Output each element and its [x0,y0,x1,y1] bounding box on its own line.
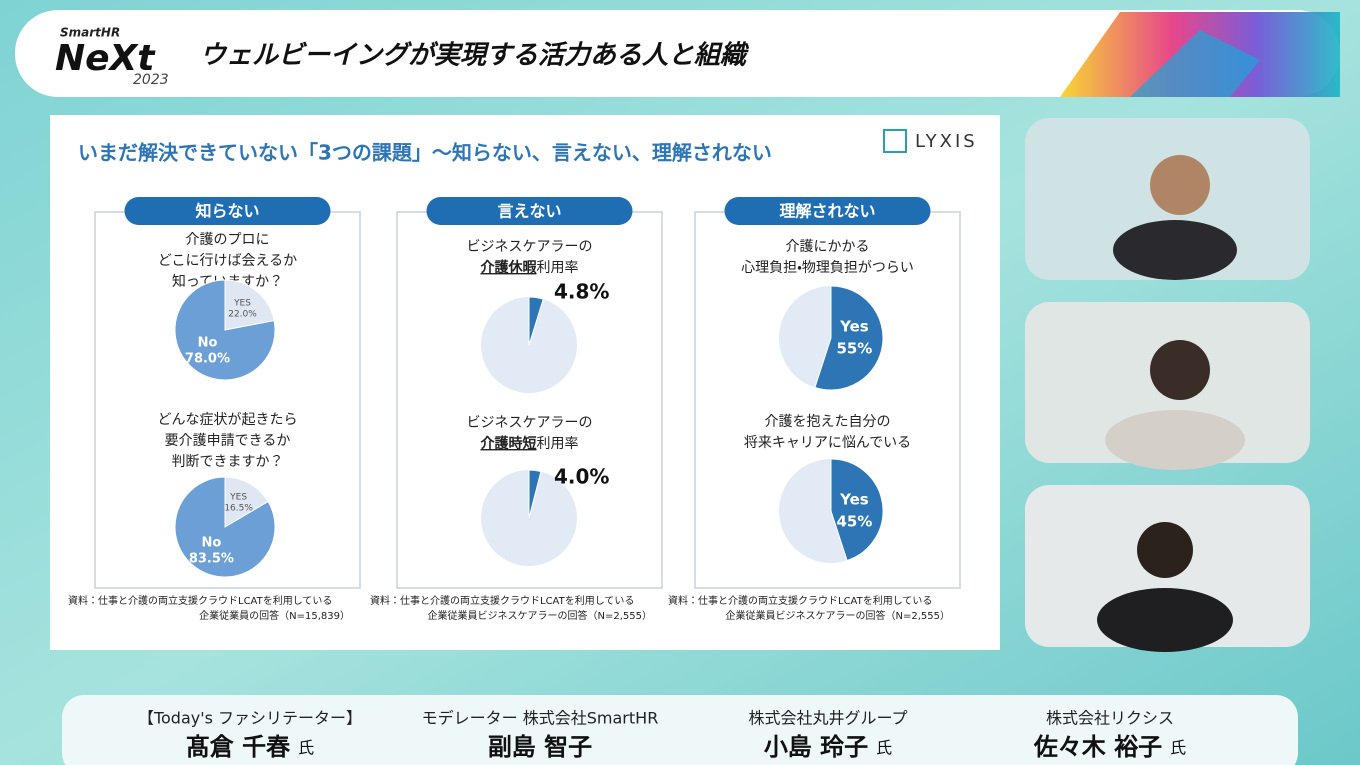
speaker-name: 髙倉 千春氏 [186,733,314,761]
slide-logo: LYXIS [915,131,978,152]
name: 小島 玲子 [764,733,868,761]
question: 介護のプロに [186,232,270,248]
source-note: 資料：仕事と介護の両立支援クラウドLCATを利用している [370,594,634,607]
slice-name: No [201,535,221,550]
slice-name: No [198,336,218,351]
panel-heading: 理解されない [779,202,875,221]
slice-value: 4.8% [554,280,609,304]
slice-value: 4.0% [554,465,609,489]
slice-value: 16.5% [224,504,253,514]
speaker-role: 【Today's ファシリテーター】 [138,709,362,728]
speaker-figure [1097,588,1233,652]
question: 介護を抱えた自分の [765,414,891,430]
honorific: 氏 [1170,738,1186,757]
speaker-figure [1150,340,1210,400]
slice-value: 83.5% [189,551,234,566]
name: 佐々木 裕子 [1033,733,1162,761]
pie-slice [174,279,276,381]
question: 介護時短利用率 [481,435,579,452]
speaker-role: 株式会社丸井グループ [748,709,907,728]
source-note: 企業従業員の回答（N=15,839） [199,609,350,622]
question: どんな症状が起きたら [158,412,298,428]
pie-slice [528,296,544,346]
speaker-role: 株式会社リクシス [1046,709,1174,728]
speaker-role: モデレーター 株式会社SmartHR [422,709,659,728]
speaker-bar [62,695,1298,765]
speaker-name: 副島 智子 [488,733,592,761]
question: どこに行けば会えるか [158,253,297,269]
slice-name: Yes [839,491,869,509]
honorific: 氏 [876,738,892,757]
panel-heading: 言えない [497,202,561,221]
pie-slice [224,279,275,331]
panel-heading-pill [426,197,633,225]
question-emphasis: 介護時短 [481,435,537,452]
pie-slice [830,458,884,562]
question: ビジネスケアラーの [467,415,593,431]
slice-value: 55% [836,340,872,358]
name: 副島 智子 [488,733,592,761]
pie-slice [528,469,542,519]
question: 介護休暇利用率 [481,259,579,276]
source-note: 企業従業員ビジネスケアラーの回答（N=2,555） [428,609,653,622]
speaker-figure [1113,220,1237,280]
source-note: 資料：仕事と介護の両立支援クラウドLCATを利用している [68,594,332,607]
slide-title: いまだ解決できていない「3つの課題」〜知らない、言えない、理解されない [78,141,772,165]
slice-value: 78.0% [185,352,230,367]
header-decoration [1130,30,1260,97]
header-bar [15,10,1340,97]
question: 判断できますか？ [172,454,284,470]
speaker-name: 佐々木 裕子氏 [1033,733,1186,761]
question-suffix: 利用率 [537,260,579,276]
question: 心理負担・物理負担がつらい [741,260,914,276]
pie-slice [814,285,884,391]
header-title: ウェルビーイングが実現する活力ある人と組織 [200,41,749,71]
slice-name: YES [233,298,251,308]
name: 髙倉 千春 [186,733,291,761]
question-emphasis: 介護休暇 [481,259,537,276]
slice-name: YES [229,493,247,503]
question: 将来キャリアに悩んでいる [744,435,911,451]
slice-value: 22.0% [228,309,257,319]
pie-slice [224,476,269,528]
source-note: 企業従業員ビジネスケアラーの回答（N=2,555） [726,609,951,622]
question: ビジネスケアラーの [467,239,593,255]
panel-heading-pill [724,197,931,225]
question: 要介護申請できるか [165,433,291,449]
speaker-figure [1105,410,1245,470]
pie-slice [174,476,276,578]
slice-name: Yes [839,318,869,336]
speaker-name: 小島 玲子氏 [764,733,892,761]
source-note: 資料：仕事と介護の両立支援クラウドLCATを利用している [668,594,932,607]
speaker-figure [1137,522,1193,578]
question: 介護にかかる [786,239,870,255]
question-suffix: 利用率 [537,436,579,452]
honorific: 氏 [298,738,314,757]
logo: NeXt [55,38,156,79]
brand: SmartHR [60,26,120,40]
panel-heading-pill [124,197,331,225]
lyxis-icon [883,129,907,153]
slice-value: 45% [836,513,872,531]
speaker-figure [1150,155,1210,215]
logo-year: 2023 [133,72,169,88]
panel-heading: 知らない [195,202,259,221]
